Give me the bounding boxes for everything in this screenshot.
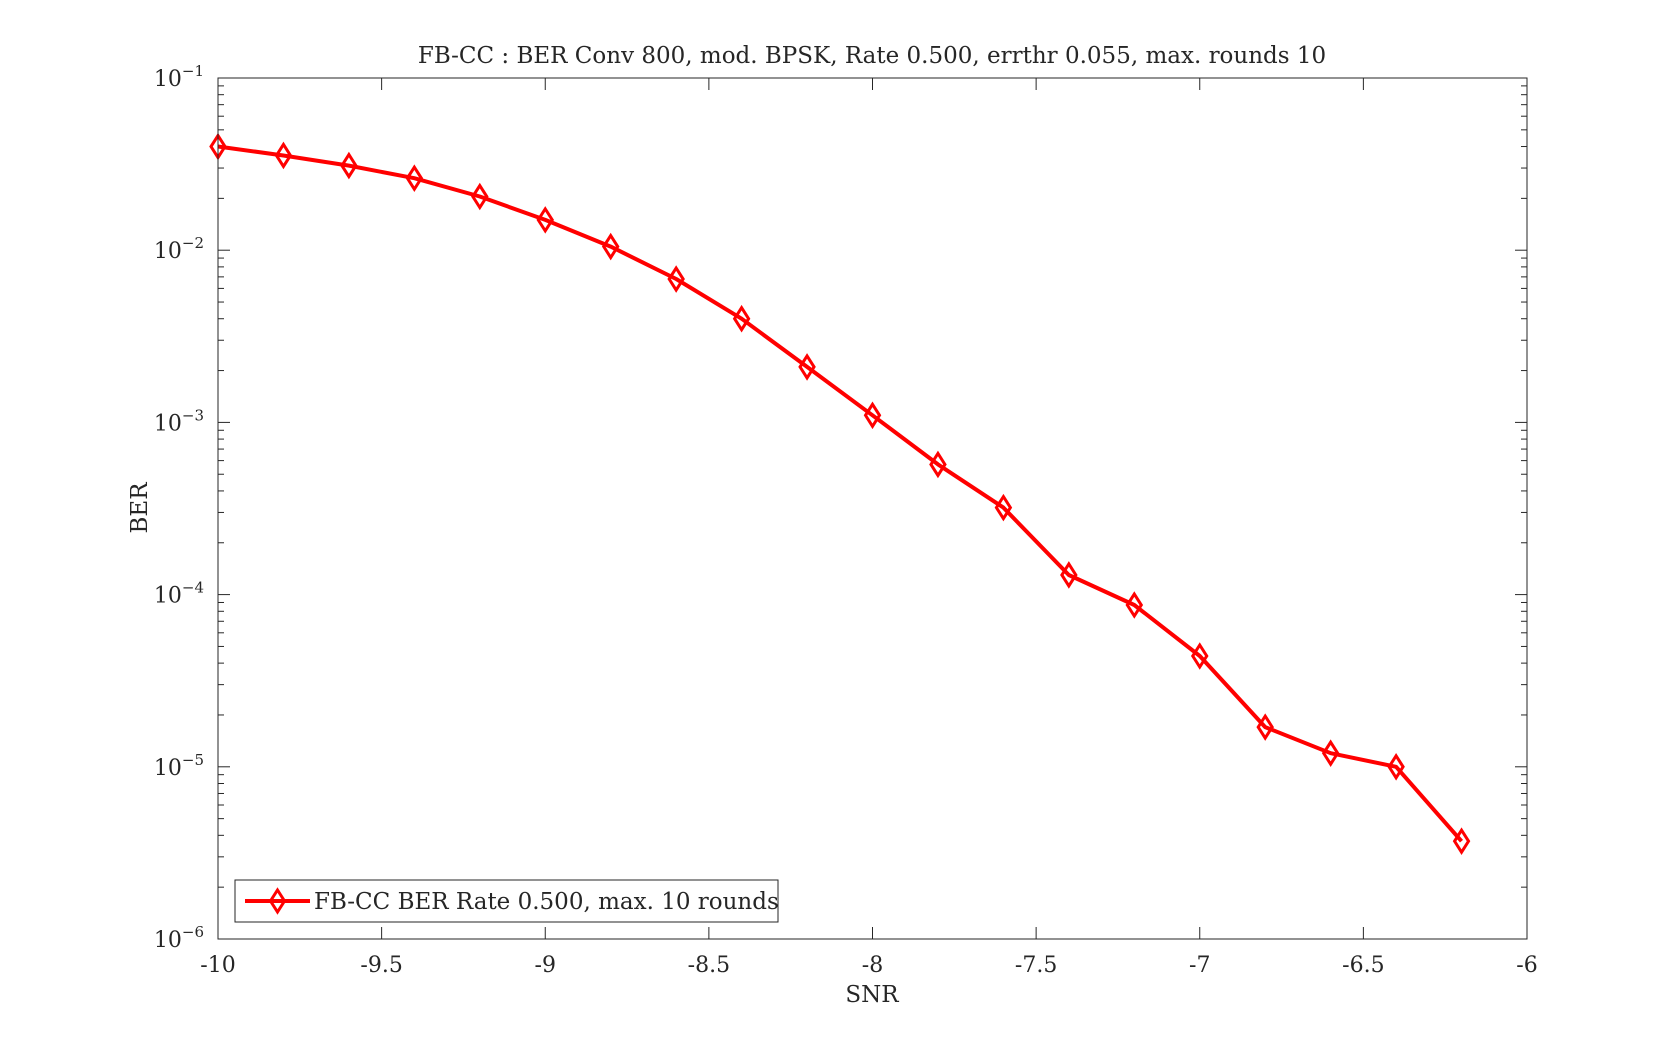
y-tick-label: 10−3 <box>154 406 204 436</box>
x-tick-label: -8 <box>862 953 883 978</box>
y-tick-label: 10−2 <box>154 234 204 264</box>
data-point-marker <box>274 141 293 170</box>
data-point-marker <box>667 265 685 293</box>
data-point-marker <box>1321 739 1340 767</box>
legend-box <box>234 879 779 923</box>
chart-title: FB-CC : BER Conv 800, mod. BPSK, Rate 0.… <box>418 43 1326 69</box>
plot-area <box>218 78 1527 939</box>
x-tick-label: -6 <box>1516 953 1537 978</box>
data-point-marker <box>1387 753 1405 781</box>
data-point-marker <box>732 304 751 333</box>
data-point-marker <box>536 206 555 234</box>
y-axis-label: BER <box>127 482 153 534</box>
legend: FB-CC BER Rate 0.500, max. 10 rounds <box>234 879 779 923</box>
x-tick-labels: -10 -9.5 -9 -8.5 -8 -7.5 -7 -6.5 -6 <box>200 953 1537 978</box>
x-tick-label: -7 <box>1189 953 1210 978</box>
x-tick-label: -10 <box>200 953 235 978</box>
plot-frame <box>217 77 1528 940</box>
legend-marker-diamond <box>268 887 287 915</box>
axis-ticks <box>217 77 1528 940</box>
x-axis-label: SNR <box>845 982 899 1008</box>
data-point-marker <box>1125 591 1144 619</box>
x-tick-label: -9 <box>535 953 556 978</box>
data-point-marker <box>405 164 424 192</box>
data-point-marker <box>798 353 816 381</box>
data-point-marker <box>994 493 1013 522</box>
data-point-marker <box>471 182 489 211</box>
x-tick-label: -9.5 <box>360 953 402 978</box>
y-tick-label: 10−1 <box>154 62 204 92</box>
y-tick-labels: 10−1 10−2 10−3 10−4 10−5 10−6 <box>154 62 204 953</box>
y-tick-label: 10−4 <box>154 579 204 609</box>
data-point-marker <box>863 401 882 430</box>
data-point-marker <box>929 450 947 479</box>
data-point-marker <box>1452 827 1471 855</box>
legend-label: FB-CC BER Rate 0.500, max. 10 rounds <box>314 889 779 915</box>
y-tick-label: 10−5 <box>154 751 204 781</box>
data-point-marker <box>1190 642 1209 670</box>
y-tick-label: 10−6 <box>154 923 204 953</box>
x-tick-label: -7.5 <box>1015 953 1057 978</box>
series-line <box>217 144 1464 843</box>
x-tick-label: -6.5 <box>1342 953 1384 978</box>
data-point-marker <box>601 232 620 261</box>
x-tick-label: -8.5 <box>688 953 730 978</box>
data-point-marker <box>340 151 358 180</box>
series-layer <box>209 132 1471 855</box>
data-point-marker <box>1060 561 1078 589</box>
data-point-marker <box>1256 713 1274 741</box>
